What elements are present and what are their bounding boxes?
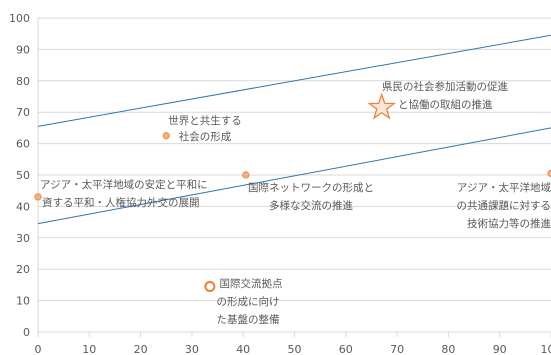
y-tick-label: 70 [16,106,30,119]
y-tick-label: 90 [16,43,30,56]
data-label-p4: 国際交流拠点 [220,277,283,290]
y-tick-label: 40 [16,200,30,213]
axes: 0 10 20 30 40 50 60 70 80 90 100 0 10 20 30 40 50 60 70 80 9… [9,12,551,355]
data-point [34,193,42,201]
x-tick-label: 60 [339,343,353,355]
y-tick-label: 20 [16,263,30,276]
y-tick-label: 80 [16,75,30,88]
data-label-p1: アジア・太平洋地域の安定と平和に [40,178,208,191]
data-point-star [367,92,396,120]
data-label-p6: 技術協力等の推進 [467,217,551,230]
reference-line-lower [37,127,551,225]
x-tick-label: 50 [288,343,302,355]
x-tick-label: 10 [82,343,96,355]
data-point-ring [204,280,216,292]
x-tick-label: 80 [441,343,455,355]
x-tick-label: 20 [134,343,148,355]
x-tick-label: 100 [541,343,551,355]
y-tick-label: 60 [16,138,30,151]
x-tick-label: 30 [185,343,199,355]
data-label-p4: た基盤の整備 [217,313,280,326]
x-tick-label: 70 [390,343,404,355]
y-tick-label: 0 [23,326,30,339]
data-label-p2: 世界と共生する [168,114,242,127]
y-tick-label: 100 [9,12,30,25]
data-points [34,92,551,292]
y-tick-label: 10 [16,295,30,308]
data-label-p4: の形成に向け [217,295,280,308]
data-point [162,132,170,140]
data-label-p6: アジア・太平洋地域 [457,181,551,194]
y-tick-label: 30 [16,232,30,245]
x-tick-label: 40 [236,343,250,355]
data-label-p1: 資する平和・人権協力外交の展開 [42,196,200,209]
data-label-p2: 社会の形成 [179,130,232,143]
data-point [242,171,250,179]
data-label-p5: 県民の社会参加活動の促進 [382,80,508,93]
data-label-p3: 国際ネットワークの形成と [248,182,374,194]
reference-lines [37,34,551,225]
data-label-p5: と協働の取組の推進 [398,98,493,111]
x-tick-label: 90 [493,343,507,355]
data-label-p6: の共通課題に対する [457,199,551,212]
x-tick-label: 0 [35,343,42,355]
y-tick-label: 50 [16,169,30,182]
gridlines [38,17,551,333]
data-label-p3: 多様な交流の推進 [269,199,353,212]
reference-line-upper [37,34,551,127]
